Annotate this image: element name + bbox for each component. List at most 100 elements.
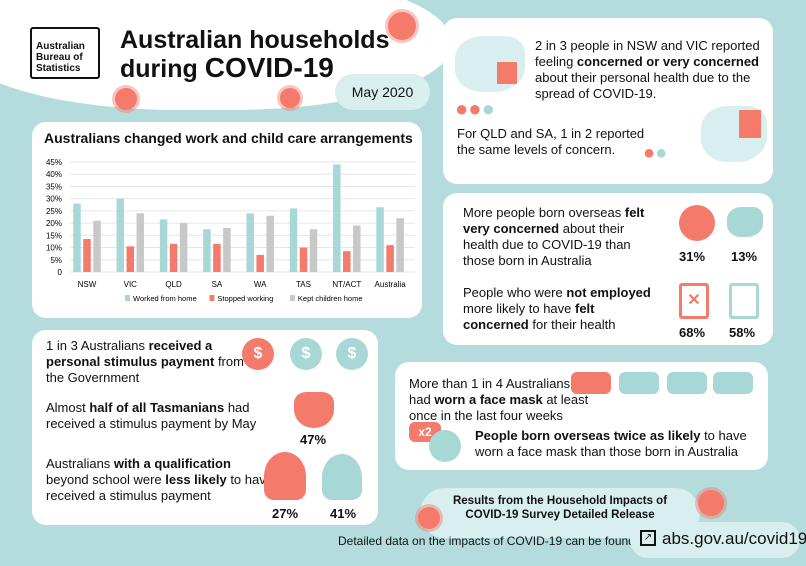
text: felt very concerned [463,205,645,236]
mask-text-a: More than 1 in 4 Australians had worn a … [409,376,589,424]
bar-stopped-working [386,245,394,272]
tasmania-map-icon [294,392,334,428]
money-bag-icon: $ [290,338,322,370]
text: more likely to have [463,301,575,316]
virus-icon [115,88,137,110]
y-tick-label: 15% [46,231,62,240]
text: at least once in the last four weeks [409,392,589,423]
text: about their health due to COVID-19 than … [463,221,631,268]
logo-line: Statistics [36,63,81,74]
bar-kept-children-home [396,218,404,272]
bar-kept-children-home [179,223,188,272]
text: received a personal stimulus payment [46,338,215,369]
face-mask-icon [571,372,611,394]
legend-swatch [209,295,215,301]
crossed-id-card-icon: ✕ [679,283,709,319]
title-line1: Australian households [120,26,390,54]
legend-swatch [289,295,295,301]
bar-stopped-working [169,243,178,272]
money-bag-icon: $ [336,338,368,370]
text: Australians [46,456,114,471]
text: Almost [46,400,90,415]
unemployed-text: People who were not employed more likely… [463,285,663,333]
logo-line: Australian [36,41,85,52]
overseas-pct: 31% [679,249,706,264]
money-bag-icon: $ [242,338,274,370]
bar-kept-children-home [136,213,145,272]
legend-swatch [125,295,130,301]
text: with a qualification [113,456,231,471]
x-tick-label: VIC [124,280,138,289]
bar-stopped-working [256,254,264,272]
y-tick-label: 45% [46,158,62,167]
id-card-icon [729,283,759,319]
australia-map-qld-sa-icon [701,106,767,162]
overseas-text: More people born overseas felt very conc… [463,205,663,269]
graduate-icon [264,452,306,500]
link-cloud[interactable]: ↗ abs.gov.au/covid19 [630,522,806,558]
text: about their personal health due to the s… [535,70,751,101]
y-tick-label: 30% [46,195,62,204]
concern-panel: 2 in 3 people in NSW and VIC reported fe… [443,18,773,184]
virus-icon [418,507,440,529]
bar-worked-from-home [333,164,341,272]
text: felt concerned [463,301,595,332]
abs-logo: Australian Bureau of Statistics [30,27,100,79]
date-badge: May 2020 [335,74,430,110]
stimulus-text-a: 1 in 3 Australians received a personal s… [46,338,246,386]
bar-kept-children-home [309,229,318,272]
title-line2b: COVID-19 [204,52,334,83]
y-tick-label: 10% [46,244,62,253]
overseas-panel: More people born overseas felt very conc… [443,193,773,345]
person-icon [322,454,362,500]
text: for their health [528,317,616,332]
text: not employed [566,285,651,300]
bar-worked-from-home [246,213,254,272]
unqualified-pct: 41% [330,506,357,521]
legend-label: Kept children home [298,294,363,303]
text: worn a face mask [434,392,543,407]
covid19-link[interactable]: abs.gov.au/covid19 [662,529,806,548]
page-title: Australian households during COVID-19 [120,26,389,83]
text: from the Government [46,354,244,385]
y-tick-label: 20% [46,219,62,228]
y-tick-label: 5% [50,256,62,265]
concern-text-b: For QLD and SA, 1 in 2 reported the same… [457,126,645,157]
concern-text-a: 2 in 3 people in NSW and VIC reported fe… [535,38,767,102]
logo-line: Bureau of [36,52,83,63]
y-tick-label: 35% [46,182,62,191]
face-mask-icon [667,372,707,394]
text: beyond school were [46,472,166,487]
text: 1 in 3 Australians [46,338,149,353]
people-icon: ●●● [455,96,495,121]
x-tick-label: NSW [78,280,97,289]
y-tick-label: 0 [58,268,63,277]
bar-worked-from-home [116,198,125,272]
text: concerned or very concerned [576,54,759,69]
virus-icon [698,490,724,516]
australia-icon [727,207,763,237]
bar-worked-from-home [73,203,81,272]
bar-stopped-working [213,243,221,272]
bar-worked-from-home [159,219,168,272]
mask-panel: More than 1 in 4 Australians had worn a … [395,362,768,470]
bar-stopped-working [299,247,308,272]
qualified-pct: 27% [272,506,299,521]
australia-map-nsw-vic-icon [455,36,525,92]
bar-worked-from-home [203,229,211,272]
title-line2a: during [120,55,205,83]
bar-stopped-working [83,239,91,272]
text: to have received a stimulus payment [46,472,273,503]
text: More people born overseas [463,205,625,220]
tasmania-text: Almost half of all Tasmanians had receiv… [46,400,286,432]
not-employed-pct: 68% [679,325,706,340]
x-tick-label: NT/ACT [332,280,361,289]
qualification-text: Australians with a qualification beyond … [46,456,276,504]
face-mask-icon [713,372,753,394]
mask-text-b: People born overseas twice as likely to … [475,428,765,460]
bar-worked-from-home [376,207,384,272]
people-icon: ●● [643,142,668,164]
y-tick-label: 40% [46,170,62,179]
bar-kept-children-home [353,225,361,272]
detail-text: Detailed data on the impacts of COVID-19… [338,534,649,548]
